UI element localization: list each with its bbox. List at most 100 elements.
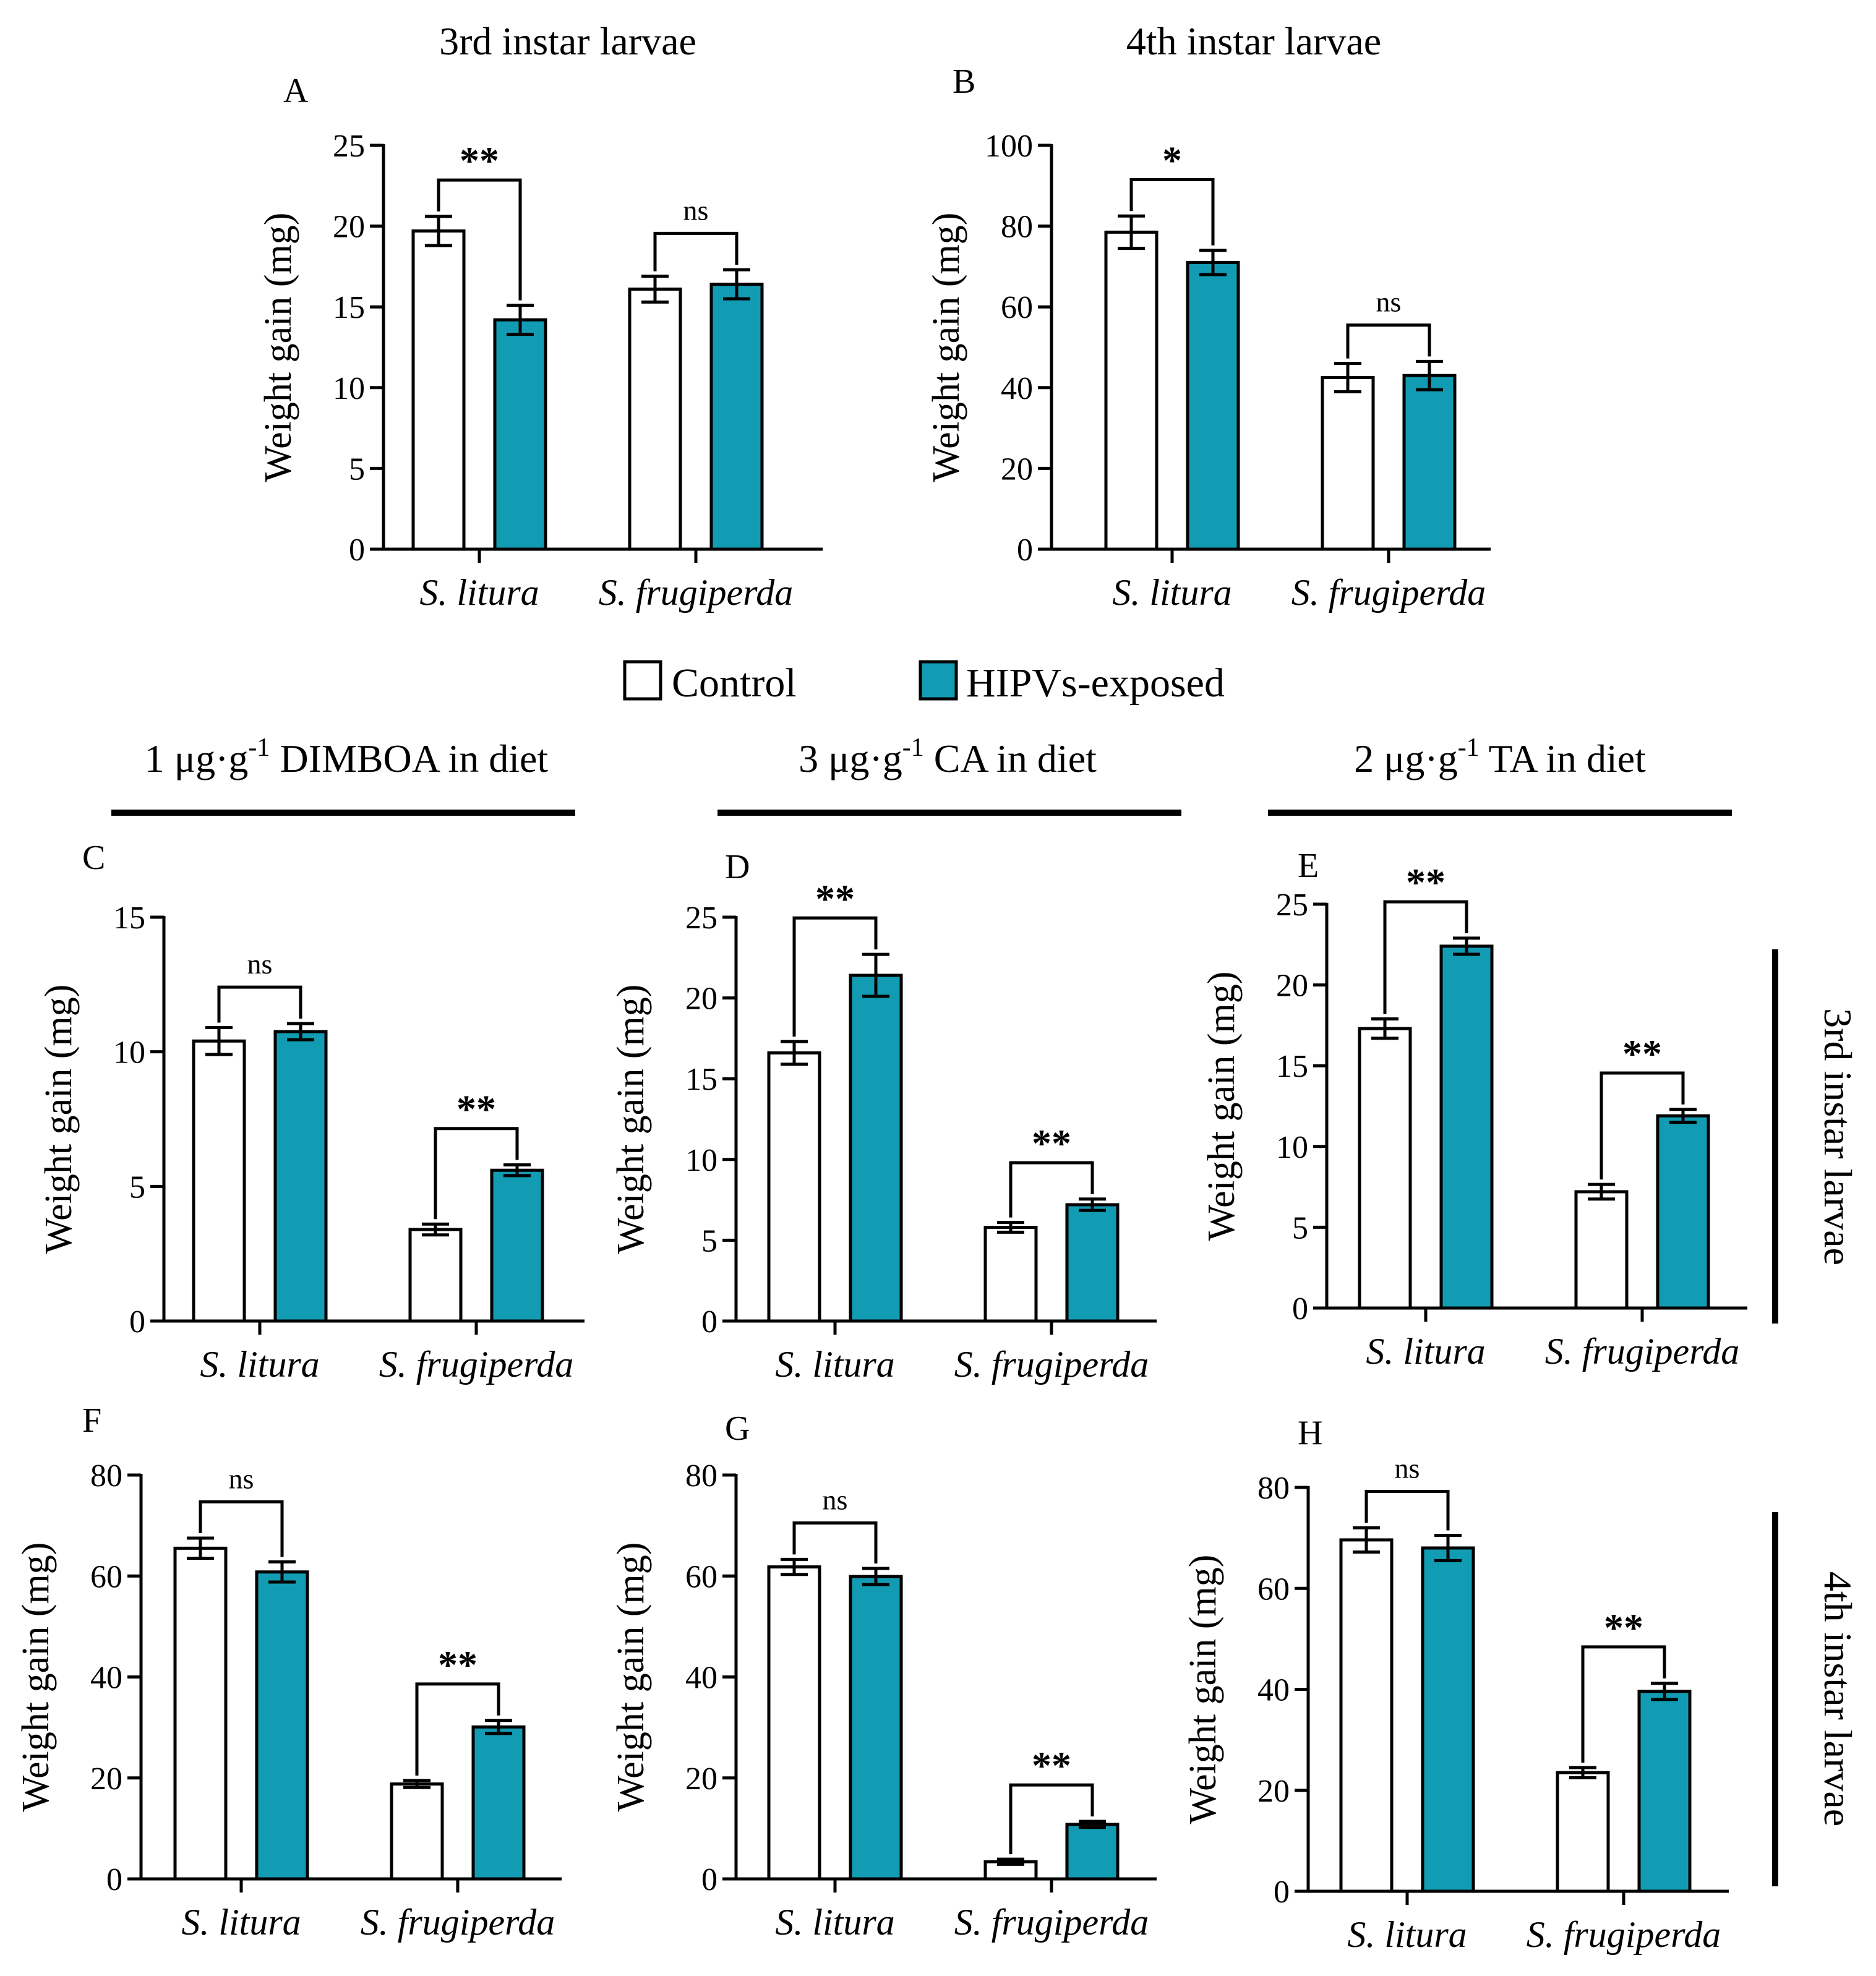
bar-H-control [1556,1771,1610,1893]
bar-H-control [1339,1538,1394,1893]
significance-label-D: ** [815,876,855,920]
bar-G-hipvs [1065,1823,1120,1881]
legend-label-hipvs: HIPVs-exposed [966,661,1225,706]
x-tick-label-C: S. frugiperda [379,1344,573,1385]
legend: Control HIPVs-exposed [623,660,1225,706]
y-tick-label-A: 5 [349,451,365,487]
y-tick-label-C: 10 [113,1035,145,1071]
significance-bracket-D [1009,1161,1094,1218]
x-tick-label-H: S. litura [1347,1914,1467,1955]
significance-bracket-A [653,231,739,272]
bar-F-hipvs [255,1570,309,1881]
y-tick-label-H: 20 [1257,1774,1290,1809]
significance-bracket-F [199,1500,284,1557]
group-header-ca-text: 3 μg·g-1 CA in diet [799,734,1097,781]
y-tick-label-G: 40 [685,1661,717,1696]
bar-A-control [411,229,466,551]
x-tick-label-E: S. frugiperda [1545,1331,1739,1372]
y-axis-label-C: Weight gain (mg) [38,985,80,1254]
y-axis-label-E: Weight gain (mg) [1201,972,1243,1241]
y-tick-label-E: 25 [1276,887,1308,923]
title-3rd-instar: 3rd instar larvae [439,19,696,63]
panel-G: G 0 20 40 60 80 Weight gain (mg) S. litura S. fr… [610,1409,1157,1943]
bar-G-control [767,1565,821,1881]
x-tick-label-D: S. litura [775,1344,894,1385]
significance-label-G: ** [1032,1743,1071,1787]
bar-B-hipvs [1402,374,1457,551]
y-tick-label-D: 20 [685,982,717,1017]
y-tick-label-D: 5 [701,1223,717,1259]
y-tick-label-G: 20 [685,1761,717,1797]
bar-D-hipvs [849,973,903,1323]
x-tick-label-G: S. frugiperda [954,1902,1149,1943]
panel-A: A 0 5 10 15 20 25 Weight gain (mg) S. litura S. f… [257,72,823,613]
side-text-4th: 4th instar larvae [1816,1572,1860,1826]
panel-E: E 0 5 10 15 20 25 Weight gain (mg) S. litura S. f… [1201,847,1747,1372]
bar-C-control [408,1228,463,1323]
group-header-dimboa: 1 μg·g-1 DIMBOA in diet [111,734,575,816]
legend-label-control: Control [672,661,797,706]
significance-bracket-C [217,985,302,1023]
x-tick-label-A: S. litura [419,572,539,613]
x-tick-label-G: S. litura [775,1902,894,1943]
y-tick-label-E: 0 [1292,1291,1308,1327]
significance-label-A: ns [683,194,709,226]
x-tick-label-C: S. litura [200,1344,319,1385]
panels: A 0 5 10 15 20 25 Weight gain (mg) S. litura S. f… [15,62,1747,1955]
bar-A-control [628,287,682,551]
y-tick-label-F: 20 [90,1761,122,1797]
bar-E-hipvs [1439,944,1494,1310]
significance-bracket-B [1346,323,1431,359]
x-tick-label-D: S. frugiperda [954,1344,1149,1385]
y-axis-label-G: Weight gain (mg) [610,1542,652,1812]
significance-bracket-G [1009,1783,1094,1855]
x-tick-label-B: S. litura [1112,572,1231,613]
bar-A-hipvs [493,318,547,551]
y-tick-label-A: 15 [333,290,365,325]
bar-H-hipvs [1421,1546,1475,1893]
bar-D-control [983,1226,1038,1323]
bar-F-control [173,1546,228,1881]
y-tick-label-H: 40 [1257,1673,1290,1708]
significance-label-E: ** [1622,1032,1662,1076]
y-tick-label-B: 60 [1001,290,1033,325]
panel-D: D 0 5 10 15 20 25 Weight gain (mg) S. litura S. f… [610,848,1157,1385]
x-tick-label-E: S. litura [1366,1331,1485,1372]
y-tick-label-G: 80 [685,1458,717,1494]
title-4th-instar: 4th instar larvae [1126,19,1381,63]
y-tick-label-B: 80 [1001,210,1033,245]
bar-E-hipvs [1656,1114,1710,1310]
bar-H-hipvs [1637,1690,1692,1893]
significance-bracket-E [1600,1071,1685,1180]
group-header-ta: 2 μg·g-1 TA in diet [1268,734,1732,816]
y-tick-label-F: 60 [90,1559,122,1594]
panel-letter-C: C [82,839,105,877]
y-tick-label-E: 10 [1276,1130,1308,1165]
significance-label-H: ns [1395,1453,1420,1484]
y-tick-label-H: 60 [1257,1572,1290,1607]
y-tick-label-D: 25 [685,900,717,936]
bar-A-hipvs [709,283,764,551]
y-axis-label-H: Weight gain (mg) [1182,1555,1224,1824]
y-tick-label-E: 20 [1276,969,1308,1004]
bar-F-control [390,1782,444,1881]
significance-bracket-G [792,1521,878,1564]
panel-letter-B: B [953,62,975,101]
bar-G-hipvs [849,1575,903,1881]
group-header-ca: 3 μg·g-1 CA in diet [717,734,1181,816]
y-tick-label-D: 10 [685,1143,717,1178]
panel-F: F 0 20 40 60 80 Weight gain (mg) S. litura S. fr… [15,1401,562,1943]
bar-D-control [767,1051,821,1323]
y-tick-label-F: 80 [90,1458,122,1494]
bar-C-control [192,1039,246,1323]
bar-E-control [1574,1190,1629,1310]
side-label-4th: 4th instar larvae [1772,1512,1860,1886]
significance-bracket-H [1364,1490,1450,1531]
significance-label-F: ns [229,1463,254,1494]
significance-bracket-E [1383,900,1468,1014]
y-tick-label-B: 100 [985,129,1033,164]
bar-F-hipvs [471,1725,526,1881]
bar-E-control [1358,1027,1412,1310]
panel-letter-E: E [1298,847,1319,885]
significance-label-C: ns [247,948,273,980]
